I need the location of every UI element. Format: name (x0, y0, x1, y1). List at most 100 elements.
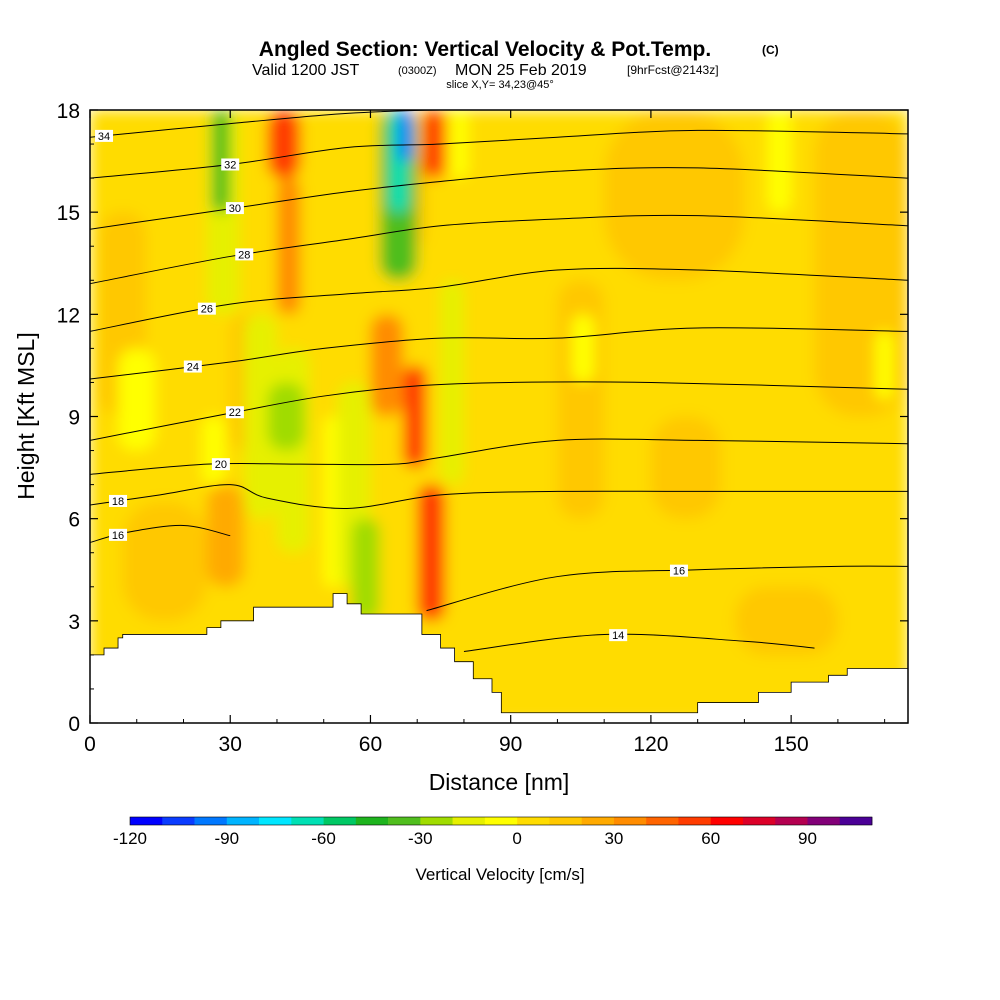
colorbar-tick-label: -60 (311, 829, 336, 848)
y-tick-label: 0 (68, 713, 80, 736)
y-tick-label: 18 (57, 100, 80, 123)
chart-title: Angled Section: Vertical Velocity & Pot.… (259, 38, 711, 61)
velocity-cell (650, 416, 722, 519)
contour-label-bg (109, 494, 128, 507)
valid-prefix: Valid 1200 JST (252, 62, 360, 79)
y-tick-label: 9 (68, 407, 80, 430)
colorbar-swatch (807, 817, 841, 825)
contour-label: 16 (673, 566, 685, 578)
colorbar-tick-label: -120 (113, 829, 147, 848)
velocity-cell (440, 280, 464, 485)
contour-label: 22 (229, 407, 241, 419)
colorbar-swatch (678, 817, 711, 825)
contour-label-bg (669, 564, 688, 577)
colorbar-swatch (420, 817, 453, 825)
colorbar-swatch (613, 817, 647, 825)
velocity-cell (449, 110, 469, 179)
theta-contour-line (463, 633, 815, 652)
colorbar-tick-label: -90 (214, 829, 239, 848)
terrain-profile (90, 593, 908, 723)
forecast-tag: [9hrFcst@2143z] (627, 63, 719, 77)
contour-label-bg (95, 129, 114, 142)
potential-temperature-contours: 14 16 16 18 20 22 24 26 28 30 32 34 (90, 110, 908, 652)
y-tick-label: 15 (57, 202, 80, 225)
contour-label: 20 (215, 459, 227, 471)
colorbar-tick-label: 30 (604, 829, 623, 848)
contour-label: 26 (201, 304, 213, 316)
colorbar-tick-label: 60 (701, 829, 720, 848)
slice-info: slice X,Y= 34,23@45° (446, 79, 554, 91)
contour-label-bg (211, 458, 230, 471)
velocity-cell (370, 314, 404, 417)
theta-contour-line (426, 565, 908, 612)
velocity-cell (122, 501, 207, 621)
contour-label: 24 (187, 362, 199, 374)
colorbar-swatch (549, 817, 582, 825)
colorbar-swatch (581, 817, 615, 825)
y-tick-label: 6 (68, 509, 80, 532)
axes: 0 30 60 90 120 150 0 3 6 9 12 15 18 (57, 100, 908, 756)
y-axis-label: Height [Kft MSL] (13, 332, 39, 499)
x-tick-label: 150 (774, 733, 809, 756)
y-tick-label: 3 (68, 611, 80, 634)
y-tick-label: 12 (57, 304, 80, 327)
colorbar-swatch (775, 817, 808, 825)
velocity-cell (417, 484, 446, 621)
colorbar-tick-label: 90 (798, 829, 817, 848)
velocity-cell (211, 110, 231, 213)
velocity-cell (735, 586, 838, 655)
colorbar-label: Vertical Velocity [cm/s] (415, 865, 584, 884)
contour-label-bg (235, 248, 254, 261)
theta-contour-line (90, 484, 908, 509)
valid-date: MON 25 Feb 2019 (455, 62, 587, 79)
x-axis-label: Distance [nm] (429, 769, 570, 795)
plot-area: 14 16 16 18 20 22 24 26 28 30 32 34 (90, 110, 908, 723)
contour-label: 30 (229, 203, 241, 215)
contour-label-bg (221, 158, 240, 171)
theta-contour-line (90, 267, 908, 332)
velocity-cell (244, 314, 277, 519)
title-unit: (C) (762, 43, 779, 57)
x-tick-label: 60 (359, 733, 382, 756)
contour-label: 16 (112, 530, 124, 542)
colorbar-swatch (388, 817, 421, 825)
velocity-cell (276, 348, 310, 553)
velocity-cell (403, 365, 427, 468)
colorbar-swatch (484, 817, 518, 825)
velocity-cell (267, 110, 301, 179)
valid-utc: (0300Z) (398, 65, 437, 77)
colorbar: -120 -90 -60 -30 0 30 60 90 (113, 816, 873, 848)
colorbar-tick-label: 0 (512, 829, 521, 848)
velocity-cell (398, 110, 413, 162)
velocity-cell (604, 110, 745, 281)
contour-label-bg (183, 360, 202, 373)
velocity-cell (267, 382, 306, 451)
colorbar-swatch (646, 817, 679, 825)
x-tick-label: 30 (219, 733, 242, 756)
contour-label: 28 (238, 249, 250, 261)
colorbar-swatch (194, 817, 228, 825)
contour-label: 34 (98, 131, 110, 143)
contour-label-bg (109, 528, 128, 541)
x-tick-label: 120 (633, 733, 668, 756)
theta-contour-line (90, 327, 908, 380)
colorbar-swatch (452, 817, 486, 825)
velocity-cell (206, 484, 245, 587)
colorbar-frame (129, 816, 873, 826)
colorbar-swatch (259, 817, 292, 825)
theta-contour-line (90, 524, 231, 543)
colorbar-swatch (130, 817, 163, 825)
velocity-cell (767, 110, 792, 213)
terrain-mask (90, 593, 908, 723)
x-tick-label: 0 (84, 733, 96, 756)
colorbar-tick-label: -30 (408, 829, 433, 848)
velocity-cell (118, 348, 156, 451)
colorbar-swatch (710, 817, 744, 825)
colorbar-swatch (226, 817, 260, 825)
colorbar-swatch (291, 817, 324, 825)
colorbar-swatch (162, 817, 195, 825)
contour-label: 18 (112, 496, 124, 508)
contour-label: 32 (224, 159, 236, 171)
velocity-cell (276, 178, 301, 315)
